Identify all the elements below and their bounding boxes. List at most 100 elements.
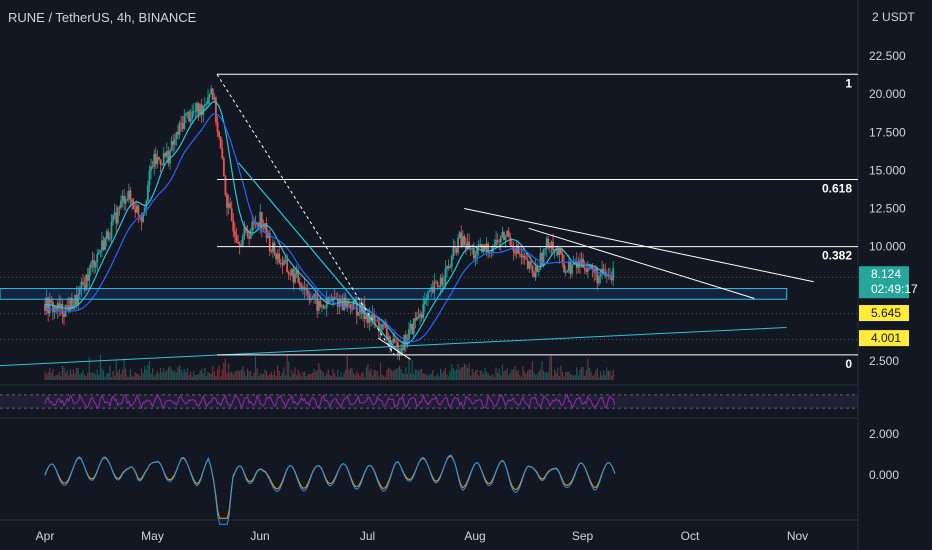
volume-bar (286, 354, 288, 380)
volume-bar (376, 371, 378, 380)
volume-bar (121, 369, 124, 380)
candle (142, 212, 145, 222)
volume-bar (156, 370, 158, 380)
volume-bar (514, 365, 516, 380)
volume-bar (77, 368, 79, 380)
candle (314, 294, 317, 295)
candle (241, 235, 244, 246)
volume-bar (79, 374, 81, 380)
volume-bar (384, 376, 386, 380)
volume-bar (473, 372, 475, 380)
candle (112, 215, 114, 222)
volume-bar (579, 369, 581, 380)
volume-bar (357, 373, 359, 380)
candle (275, 253, 277, 260)
candle (381, 324, 384, 330)
volume-bar (432, 370, 434, 380)
candle (346, 301, 349, 308)
candle (417, 316, 420, 318)
volume-bar (213, 371, 215, 380)
volume-bar (101, 368, 103, 380)
candle (101, 240, 103, 250)
candle (202, 105, 205, 115)
candle (311, 298, 314, 299)
volume-bar (133, 376, 135, 380)
volume-bar (462, 367, 464, 380)
candle (531, 265, 534, 273)
candle (137, 205, 140, 216)
candle (352, 298, 355, 310)
candle (197, 103, 200, 115)
candle (230, 208, 233, 221)
candle (260, 211, 263, 229)
candle (469, 248, 472, 250)
y-tick-label: 10.000 (869, 240, 906, 254)
candle (452, 246, 455, 257)
volume-bar (520, 376, 522, 380)
fib-level-label: 1 (845, 76, 852, 90)
currency-prefix: 2 (872, 10, 879, 24)
chart-title: RUNE / TetherUS, 4h, BINANCE (8, 10, 197, 25)
volume-bar (582, 367, 584, 380)
volume-bar (484, 367, 486, 380)
volume-bar (574, 374, 576, 380)
volume-bar (560, 365, 562, 380)
price-badge[interactable] (859, 266, 909, 299)
candle (44, 304, 46, 312)
candle (602, 268, 605, 273)
candle (594, 268, 597, 273)
candle (577, 260, 580, 269)
volume-bar (106, 373, 108, 380)
volume-bar (587, 358, 589, 380)
volume-bar (427, 375, 429, 380)
candle (63, 314, 65, 317)
candle (401, 348, 404, 351)
volume-bar (541, 361, 543, 380)
volume-bar (463, 363, 465, 380)
candle (78, 288, 81, 294)
candle (406, 339, 409, 345)
candle (253, 221, 255, 223)
volume-bar (555, 372, 557, 380)
volume-bar (44, 371, 46, 380)
volume-bar (280, 376, 282, 380)
candle (371, 313, 374, 321)
volume-bar (585, 370, 587, 380)
price-badge[interactable] (859, 305, 909, 322)
volume-bar (125, 368, 127, 380)
candle (170, 140, 173, 151)
volume-bar (383, 376, 385, 380)
candle (444, 269, 447, 284)
currency-label[interactable]: 2 USDT (872, 10, 915, 24)
candle (161, 164, 164, 166)
candle (216, 121, 219, 132)
candle (460, 232, 463, 247)
candle (50, 300, 53, 303)
volume-bar (208, 372, 211, 380)
price-badge[interactable] (859, 330, 909, 347)
candle (560, 248, 562, 254)
candle (224, 176, 227, 195)
candle (397, 342, 399, 355)
candle (165, 151, 168, 157)
volume-bar (142, 372, 144, 380)
volume-bar (82, 370, 84, 380)
volume-bar (332, 369, 334, 380)
volume-bar (180, 369, 182, 380)
candle (498, 241, 501, 243)
volume-bar (253, 373, 255, 380)
candle (547, 238, 550, 247)
volume-bar (346, 356, 348, 380)
volume-bar (490, 375, 492, 380)
volume-bar (419, 369, 421, 380)
volume-bar (201, 368, 203, 380)
volume-bar (372, 375, 374, 380)
candle (146, 185, 149, 201)
volume-bar (297, 369, 299, 380)
candle (80, 281, 83, 289)
candle (140, 217, 143, 222)
candle (442, 283, 445, 285)
candle (319, 300, 322, 307)
volume-bar (365, 367, 367, 380)
